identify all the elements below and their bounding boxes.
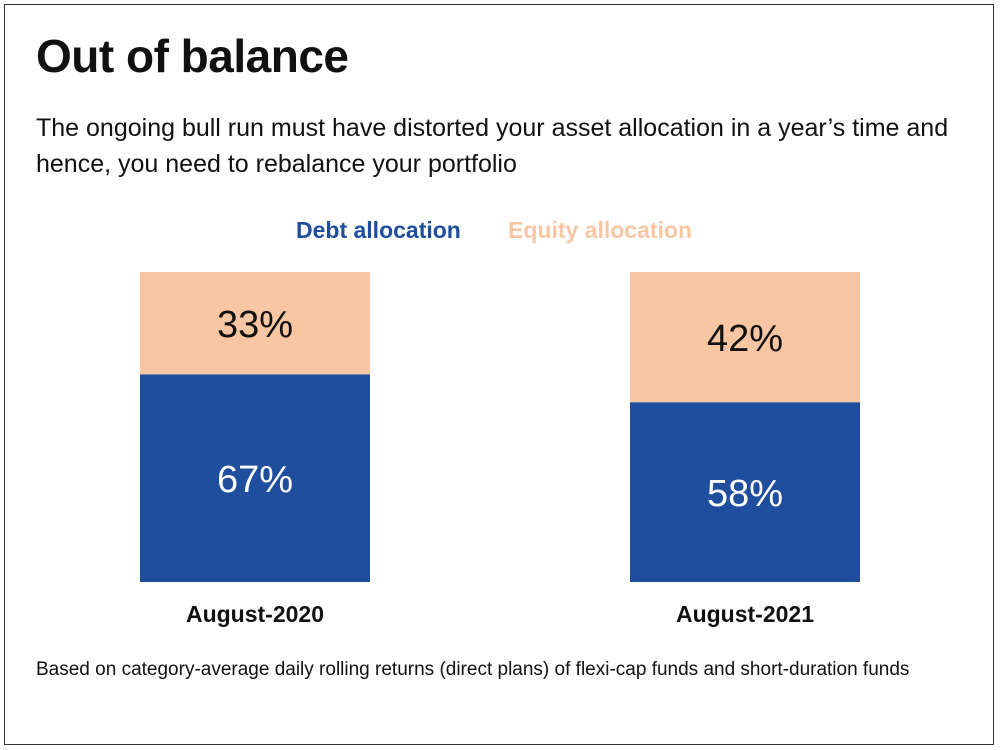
category-label-1: August-2020 <box>186 601 324 627</box>
data-label-equity-1: 33% <box>217 304 293 346</box>
bar-debt-2 <box>630 402 860 582</box>
legend-equity-allocation: Equity allocation <box>508 217 693 243</box>
data-label-equity-2: 42% <box>707 318 783 360</box>
data-label-debt-1: 67% <box>217 459 293 501</box>
bar-debt-1 <box>140 374 370 582</box>
bar-equity-2 <box>630 272 860 403</box>
bar-equity-1 <box>140 272 370 375</box>
legend-debt-allocation: Debt allocation <box>296 217 461 243</box>
chart-footnote: Based on category-average daily rolling … <box>36 659 910 680</box>
category-label-2: August-2021 <box>676 601 814 627</box>
data-label-debt-2: 58% <box>707 473 783 515</box>
chart-subtitle: The ongoing bull run must have distorted… <box>36 114 949 178</box>
chart-title: Out of balance <box>36 30 349 82</box>
